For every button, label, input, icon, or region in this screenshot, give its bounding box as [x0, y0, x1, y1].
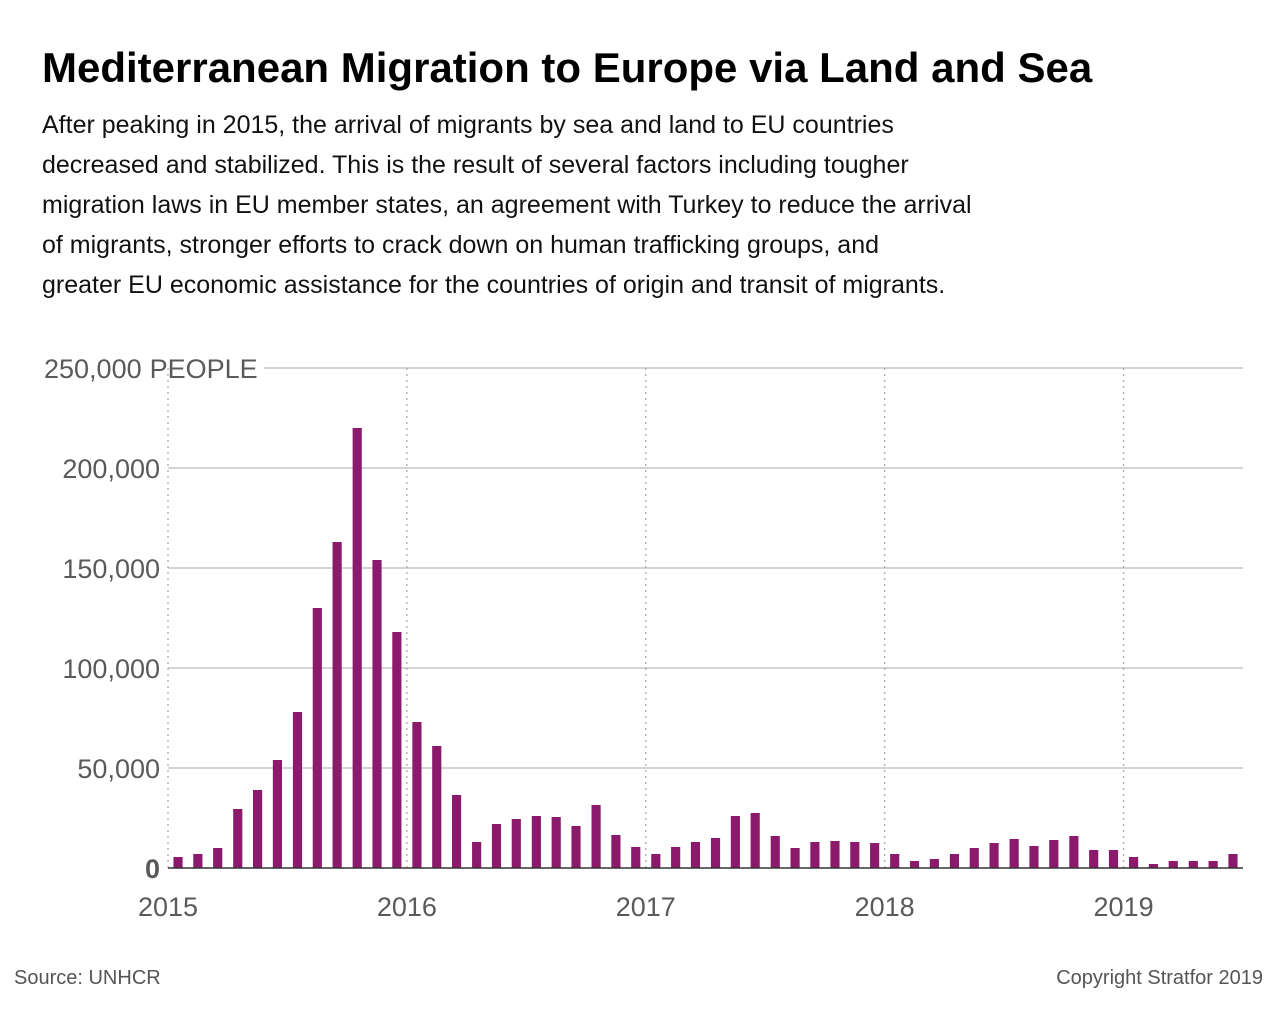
bar [770, 836, 780, 868]
bar [272, 760, 282, 868]
bar [213, 848, 223, 868]
bar [491, 824, 502, 868]
y-tick-label: 250,000 [44, 354, 142, 384]
bar [1049, 840, 1059, 868]
subtitle-line: After peaking in 2015, the arrival of mi… [42, 111, 894, 139]
bar [611, 835, 621, 868]
bar [332, 542, 342, 868]
bar [1108, 850, 1119, 868]
bar [631, 847, 641, 868]
bar [969, 848, 979, 868]
bar [989, 843, 999, 868]
subtitle-line: decreased and stabilized. This is the re… [42, 151, 909, 179]
bar [1188, 861, 1198, 868]
bar [571, 826, 581, 868]
bar [1089, 850, 1099, 868]
bar [1069, 836, 1079, 868]
bar [292, 712, 303, 868]
y-tick-label: 0 [145, 854, 160, 884]
bar [850, 842, 860, 868]
bar [750, 813, 760, 868]
bar [531, 816, 541, 868]
bar [591, 805, 601, 868]
bar [890, 854, 900, 868]
subtitle-line: greater EU economic assistance for the c… [42, 271, 945, 299]
x-tick-label: 2019 [1094, 892, 1154, 922]
y-tick-label: 100,000 [62, 654, 160, 684]
bar [870, 843, 880, 868]
x-tick-label: 2017 [616, 892, 676, 922]
bar [949, 854, 960, 868]
bar [690, 842, 701, 868]
bar [233, 809, 243, 868]
bar [810, 842, 820, 868]
y-tick-label: 50,000 [77, 754, 160, 784]
bar [929, 859, 939, 868]
bar [1228, 854, 1238, 868]
bar [790, 848, 800, 868]
copyright: Copyright Stratfor 2019 [1056, 967, 1263, 989]
y-axis-unit: PEOPLE [150, 354, 258, 384]
bar [551, 817, 561, 868]
bar [432, 746, 442, 868]
x-tick-label: 2015 [138, 892, 198, 922]
bar [1208, 861, 1218, 868]
bar [253, 790, 263, 868]
bar [193, 854, 203, 868]
y-tick-label: 200,000 [62, 454, 160, 484]
bar [1168, 861, 1178, 868]
subtitle-line: migration laws in EU member states, an a… [42, 191, 972, 219]
y-tick-label: 150,000 [62, 554, 160, 584]
bar [1148, 864, 1158, 868]
x-tick-label: 2016 [377, 892, 437, 922]
bar [651, 854, 661, 868]
bar [909, 861, 920, 868]
bar [710, 838, 721, 868]
bar [412, 722, 422, 868]
bar [173, 857, 183, 868]
chart-title: Mediterranean Migration to Europe via La… [42, 44, 1093, 91]
bar [451, 795, 462, 868]
bar [730, 816, 740, 868]
x-tick-label: 2018 [855, 892, 915, 922]
bar [392, 632, 402, 868]
bar [1129, 857, 1139, 868]
bar [830, 841, 840, 868]
bar [1029, 846, 1039, 868]
bar [472, 842, 482, 868]
subtitle-line: of migrants, stronger efforts to crack d… [42, 231, 879, 259]
bar [352, 428, 362, 868]
bar [372, 560, 382, 868]
bar [511, 819, 521, 868]
bar [1009, 839, 1019, 868]
bar [671, 847, 681, 868]
bar [312, 608, 322, 868]
source: Source: UNHCR [14, 967, 161, 989]
